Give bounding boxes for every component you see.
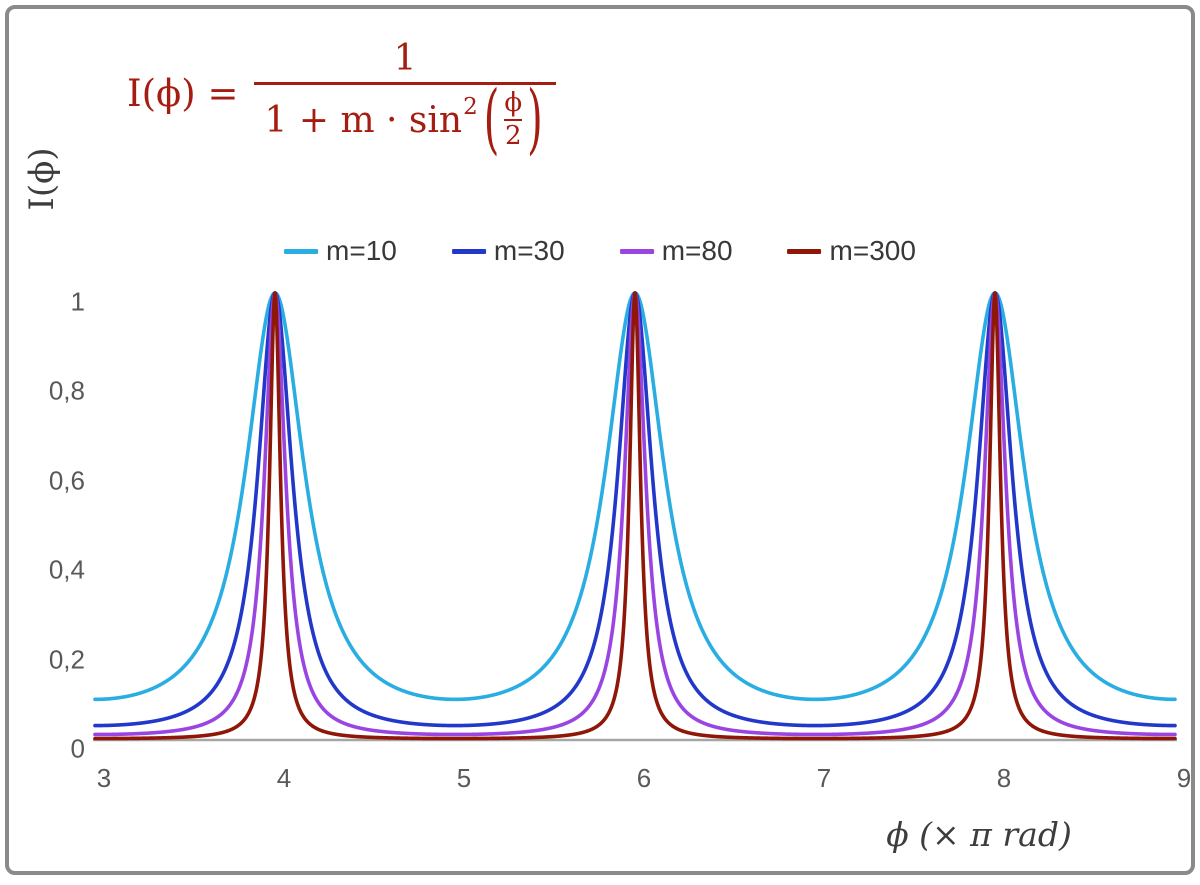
right-paren: )	[527, 76, 543, 165]
legend-label: m=80	[661, 235, 733, 266]
formula-inner-fraction: ϕ 2	[504, 88, 523, 152]
legend-label: m=300	[829, 235, 916, 266]
curve-m=80	[93, 291, 1177, 737]
y-tick-label: 0,8	[48, 375, 85, 406]
inner-frac-numerator: ϕ	[504, 88, 523, 119]
formula-denominator: 1 + m · sin 2 ( ϕ 2 )	[254, 77, 556, 164]
x-tick-label: 4	[276, 763, 292, 793]
y-tick-label: 0,2	[48, 644, 85, 675]
legend-label: m=30	[493, 235, 565, 266]
intensity-formula: I(ϕ) = 1 1 + m · sin 2 ( ϕ 2 )	[127, 37, 556, 164]
inner-frac-denominator: 2	[504, 121, 522, 152]
inner-frac-bar	[504, 119, 523, 122]
legend: m=10 m=30 m=80 m=300	[284, 235, 916, 267]
legend-item: m=300	[787, 235, 916, 267]
legend-item: m=30	[451, 235, 565, 267]
y-tick-label: 0,6	[48, 465, 85, 496]
formula-exponent: 2	[463, 93, 478, 120]
x-tick-label: 9	[1176, 763, 1192, 793]
x-tick-label: 7	[816, 763, 832, 793]
x-axis-title: ϕ (× π rad)	[886, 815, 1072, 854]
plot-area	[93, 291, 1177, 742]
legend-swatch	[619, 248, 654, 254]
formula-numerator: 1	[393, 38, 417, 79]
y-tick-label: 0,4	[48, 554, 85, 585]
chart-frame: I(ϕ) = 1 1 + m · sin 2 ( ϕ 2 ) m=10 m=30 m=…	[5, 5, 1195, 875]
legend-item: m=80	[619, 235, 733, 267]
curve-m=30	[93, 291, 1177, 728]
formula-den-prefix: 1 + m · sin	[264, 99, 463, 141]
y-tick-label: 0	[70, 733, 85, 764]
y-axis-title: I(ϕ)	[22, 147, 62, 211]
left-paren: (	[483, 76, 500, 165]
x-tick-label: 3	[96, 763, 112, 793]
x-tick-label: 5	[456, 763, 472, 793]
legend-label: m=10	[326, 235, 397, 266]
y-tick-label: 1	[70, 286, 85, 317]
legend-swatch	[451, 248, 486, 254]
legend-swatch	[284, 248, 319, 254]
curve-m=300	[93, 291, 1177, 741]
formula-fraction: 1 1 + m · sin 2 ( ϕ 2 )	[254, 37, 556, 164]
x-tick-label: 6	[636, 763, 652, 793]
legend-item: m=10	[284, 235, 397, 267]
legend-swatch	[787, 248, 822, 254]
x-tick-label: 8	[996, 763, 1012, 793]
formula-lhs: I(ϕ) =	[127, 72, 239, 116]
